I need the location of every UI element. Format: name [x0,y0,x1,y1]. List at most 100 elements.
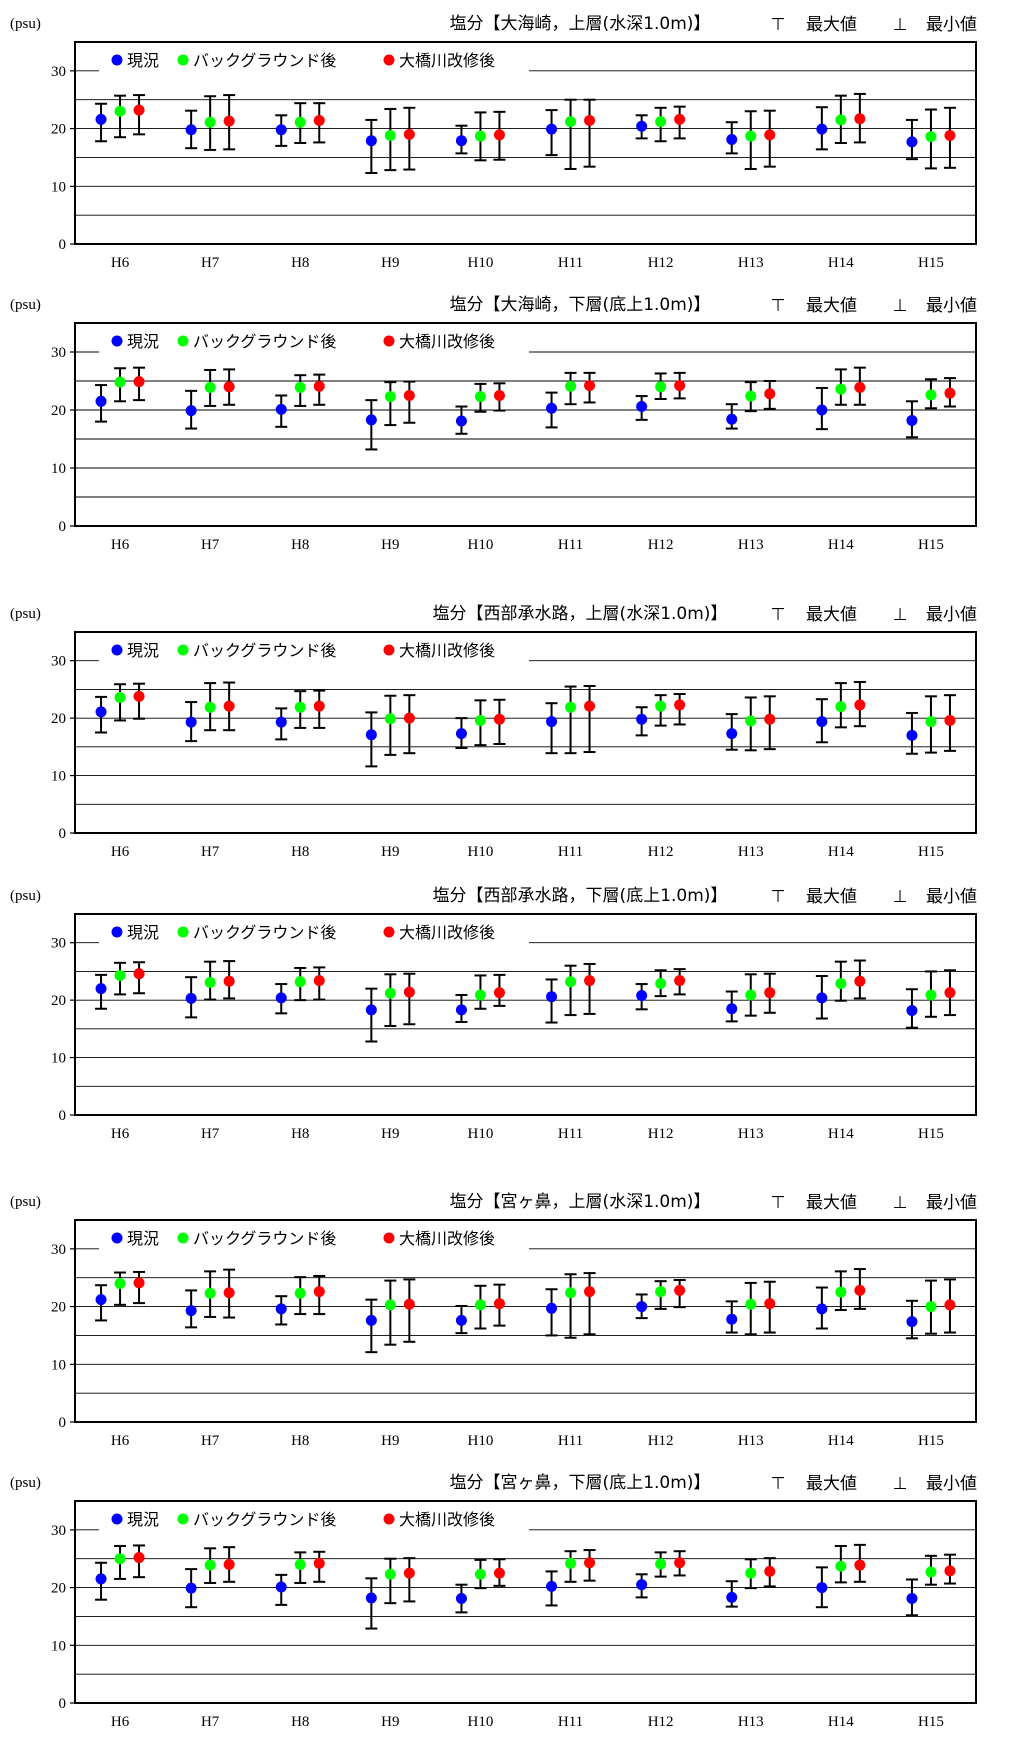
max-symbol: ⊤ [771,605,786,625]
min-label: 最小値 [926,887,977,907]
x-tick-label: H11 [558,1126,583,1142]
chart-panel-3: (psu) 塩分【西部承水路，上層(水深1.0m)】 ⊤ 最大値 ⊥ 最小値 0 10 20 30… [10,604,977,860]
legend-marker [383,926,395,938]
data-point [114,1553,126,1565]
legend-marker [383,1513,395,1525]
data-point [584,1286,596,1298]
x-tick-label: H8 [291,844,309,860]
data-point [906,1004,918,1016]
data-point [403,712,415,724]
x-tick-label: H12 [648,1126,674,1142]
x-tick-label: H10 [468,255,494,271]
x-tick-label: H15 [918,1714,944,1730]
y-tick-label: 30 [51,1523,66,1539]
y-tick-label: 20 [51,711,66,727]
plot-frame [74,322,977,527]
x-tick-label: H8 [291,1714,309,1730]
data-point [95,706,107,718]
min-label: 最小値 [926,15,977,35]
data-point [835,701,847,713]
chart-title: 塩分【宮ヶ鼻，下層(底上1.0m)】 [450,1473,711,1493]
max-symbol: ⊤ [771,15,786,35]
data-point [95,113,107,125]
x-tick-label: H6 [111,1433,130,1449]
data-point [95,1294,107,1306]
x-tick-label: H15 [918,1433,944,1449]
data-point [655,381,667,393]
x-tick-label: H9 [381,844,399,860]
data-point [384,129,396,141]
data-point [493,1567,505,1579]
data-point [816,992,828,1004]
data-point [764,1565,776,1577]
x-tick-label: H15 [918,844,944,860]
y-tick-label: 20 [51,1300,66,1316]
data-point [764,388,776,400]
data-point [294,976,306,988]
data-point [636,120,648,132]
data-point [313,380,325,392]
data-point [474,1299,486,1311]
data-point [565,1287,577,1299]
min-symbol: ⊥ [893,1193,908,1213]
data-point [185,1305,197,1317]
data-point [546,1580,558,1592]
x-tick-label: H11 [558,844,583,860]
legend-label: 現況 [127,332,159,351]
data-point [944,1565,956,1577]
y-tick-label: 10 [51,769,66,785]
chart-panel-6: (psu) 塩分【宮ヶ鼻，下層(底上1.0m)】 ⊤ 最大値 ⊥ 最小値 0 10 20 30 H6… [10,1473,977,1730]
data-point [854,975,866,987]
legend-marker [383,54,395,66]
data-point [493,713,505,725]
x-tick-label: H13 [738,1714,764,1730]
max-symbol: ⊤ [771,887,786,907]
data-point [133,376,145,388]
x-tick-label: H7 [201,844,220,860]
legend-marker [383,644,395,656]
data-point [114,376,126,388]
x-tick-label: H14 [828,1433,854,1449]
data-point [403,128,415,140]
data-point [745,715,757,727]
legend-label: 大橋川改修後 [399,923,495,942]
data-point [223,700,235,712]
chart-title: 塩分【西部承水路，上層(水深1.0m)】 [433,604,728,624]
plot-frame [74,913,977,1116]
data-point [816,1582,828,1594]
legend-marker [177,335,189,347]
plot-frame [74,1500,977,1704]
data-point [674,975,686,987]
chart-title: 塩分【大海崎，上層(水深1.0m)】 [450,14,711,34]
data-point [764,129,776,141]
data-point [275,1581,287,1593]
legend-marker [111,926,123,938]
data-point [294,1558,306,1570]
data-point [204,976,216,988]
data-point [745,130,757,142]
data-point [764,987,776,999]
data-point [95,983,107,995]
data-point [185,1582,197,1594]
data-point [674,113,686,125]
x-tick-label: H13 [738,1126,764,1142]
y-tick-label: 30 [51,936,66,952]
data-point [546,991,558,1003]
min-symbol: ⊥ [893,887,908,907]
data-point [474,1568,486,1580]
min-label: 最小値 [926,605,977,625]
legend-marker [177,1513,189,1525]
x-tick-label: H15 [918,537,944,553]
data-point [133,1277,145,1289]
min-symbol: ⊥ [893,15,908,35]
legend-label: バックグラウンド後 [193,1510,336,1529]
data-point [185,405,197,417]
data-point [835,1286,847,1298]
data-point [565,1557,577,1569]
data-point [726,1313,738,1325]
max-symbol: ⊤ [771,1193,786,1213]
chart-title: 塩分【西部承水路，下層(底上1.0m)】 [433,886,728,906]
data-point [854,1559,866,1571]
y-unit-label: (psu) [10,1475,41,1491]
x-tick-label: H8 [291,1126,309,1142]
